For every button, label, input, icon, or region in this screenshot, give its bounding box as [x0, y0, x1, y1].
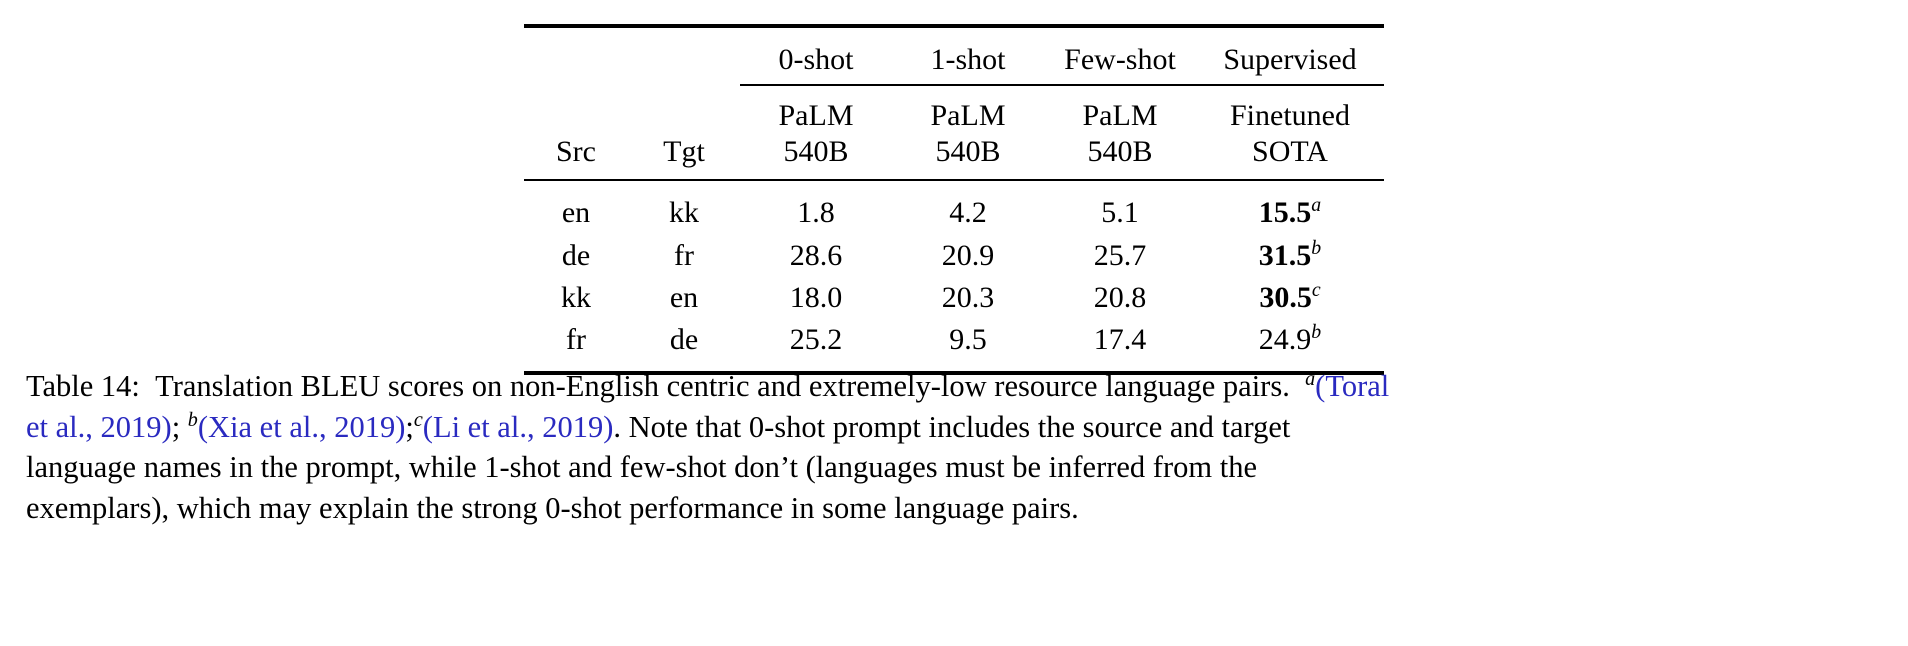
footnote-marker: b [1311, 321, 1322, 344]
group-header-empty-tgt [628, 23, 740, 86]
cell-supervised-value: 31.5 [1258, 238, 1312, 272]
caption-label: Table 14: [26, 369, 140, 403]
group-header-supervised: Supervised [1196, 23, 1384, 87]
table-row: de fr 28.6 20.9 25.7 31.5b [524, 231, 1384, 273]
caption-line-1: Table 14: Translation BLEU scores on non… [26, 366, 1882, 407]
caption-line-3-text: language names in the prompt, while 1-sh… [26, 450, 1257, 484]
sub-header-zero-shot-size: 540B [783, 134, 849, 168]
caption-sep-1: ; [171, 409, 188, 444]
cell-supervised-value: 24.9 [1258, 323, 1312, 357]
sub-header-few-shot-model: PaLM [1082, 99, 1158, 133]
sub-header-one-shot-model: PaLM [930, 99, 1006, 133]
cell-few-shot: 17.4 [1044, 315, 1196, 375]
caption-line-3: language names in the prompt, while 1-sh… [26, 447, 1882, 488]
citation-link-li[interactable]: (Li et al., 2019) [422, 409, 614, 444]
cell-zero-shot: 1.8 [740, 179, 892, 231]
cell-few-shot: 5.1 [1044, 179, 1196, 231]
group-header-one-shot: 1-shot [892, 23, 1044, 87]
group-header-zero-shot: 0-shot [740, 23, 892, 87]
caption-line-1-text: Translation BLEU scores on non-English c… [155, 369, 1290, 403]
footnote-marker: b [1311, 236, 1322, 259]
sub-header-zero-shot-model: PaLM [778, 99, 854, 133]
cell-supervised-value: 30.5 [1259, 280, 1312, 314]
table-sub-header-row-2: Src Tgt 540B 540B 540B SOTA [524, 134, 1384, 180]
citation-link-xia[interactable]: (Xia et al., 2019) [197, 409, 406, 444]
cell-src: en [524, 179, 628, 231]
sub-header-few-shot-size: 540B [1087, 134, 1153, 168]
cell-one-shot: 4.2 [892, 179, 1044, 231]
caption-line-4: exemplars), which may explain the strong… [26, 488, 1882, 529]
cell-zero-shot: 25.2 [740, 315, 892, 375]
sub-header-supervised-model: Finetuned [1230, 99, 1350, 133]
cell-supervised: 24.9b [1196, 315, 1384, 375]
cell-few-shot: 20.8 [1093, 280, 1147, 314]
footnote-marker-a: a [1305, 367, 1316, 390]
cell-tgt: de [628, 315, 740, 375]
sub-header-src-label: Src [556, 134, 596, 168]
cell-zero-shot: 28.6 [789, 238, 843, 272]
caption-sep-2: ; [405, 409, 414, 444]
caption-line-2-tail: . Note that 0-shot prompt includes the s… [613, 409, 1291, 444]
cell-tgt: kk [628, 179, 740, 231]
citation-link-toral-cont[interactable]: et al., 2019) [26, 409, 172, 444]
group-header-empty-src [524, 23, 628, 86]
table-row: kk en 18.0 20.3 20.8 30.5c [524, 273, 1384, 315]
table-row: fr de 25.2 9.5 17.4 24.9b [524, 315, 1384, 375]
sub-header-src-blank [524, 85, 628, 133]
cell-one-shot: 20.3 [941, 280, 995, 314]
group-header-few-shot: Few-shot [1044, 23, 1196, 87]
cell-supervised: 31.5b [1196, 231, 1384, 273]
caption-line-2: et al., 2019); b(Xia et al., 2019);c(Li … [26, 407, 1882, 448]
translation-bleu-table: 0-shot 1-shot Few-shot Supervised PaLM P… [524, 23, 1384, 375]
cell-src: fr [524, 315, 628, 375]
table-group-header-row: 0-shot 1-shot Few-shot Supervised [524, 23, 1384, 87]
table-row: en kk 1.8 4.2 5.1 15.5a [524, 179, 1384, 231]
footnote-marker: a [1311, 194, 1322, 217]
cell-tgt: en [669, 280, 699, 314]
caption-line-4-text: exemplars), which may explain the strong… [26, 490, 1079, 525]
cell-supervised: 15.5a [1196, 179, 1384, 231]
citation-link-toral[interactable]: (Toral [1315, 369, 1390, 403]
sub-header-supervised-sota: SOTA [1252, 134, 1328, 168]
cell-supervised-value: 15.5 [1258, 196, 1312, 230]
cell-few-shot: 25.7 [1093, 238, 1147, 272]
sub-header-one-shot-size: 540B [935, 134, 1001, 168]
cell-src: kk [561, 280, 591, 314]
cell-zero-shot: 18.0 [789, 280, 843, 314]
sub-header-tgt-blank [628, 85, 740, 133]
cell-supervised: 30.5c [1196, 273, 1384, 315]
cell-src: de [561, 238, 591, 272]
table-caption: Table 14: Translation BLEU scores on non… [26, 366, 1882, 528]
footnote-marker-c: c [413, 408, 423, 431]
footnote-marker: c [1311, 278, 1321, 301]
cell-one-shot: 20.9 [941, 238, 995, 272]
cell-one-shot: 9.5 [892, 315, 1044, 375]
table-figure: 0-shot 1-shot Few-shot Supervised PaLM P… [524, 23, 1384, 375]
table-sub-header-row-1: PaLM PaLM PaLM Finetuned [524, 85, 1384, 133]
sub-header-tgt-label: Tgt [663, 134, 705, 168]
footnote-marker-b: b [187, 408, 198, 431]
cell-tgt: fr [674, 238, 694, 272]
